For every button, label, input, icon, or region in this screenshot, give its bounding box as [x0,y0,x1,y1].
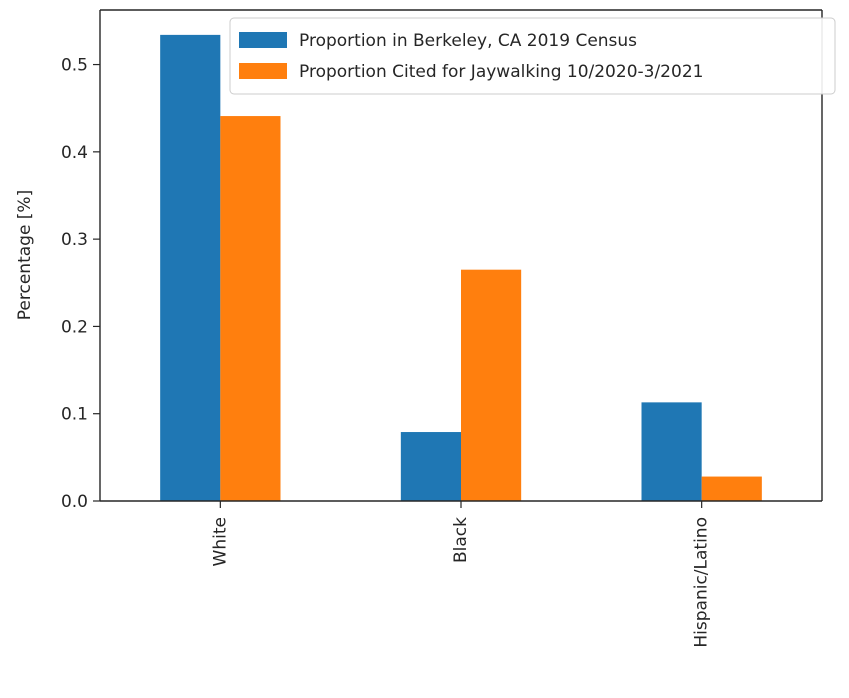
legend-swatch-series-2 [239,63,287,79]
y-axis-label: Percentage [%] [15,190,35,320]
x-tick-label: Hispanic/Latino [692,517,712,648]
legend: Proportion in Berkeley, CA 2019 Census Pr… [229,17,836,95]
bar-black-series-1 [400,432,461,501]
y-tick-label: 0.1 [61,405,88,425]
bar-black-series-2 [461,269,522,501]
y-tick-label: 0.2 [61,317,88,337]
legend-box [229,17,836,95]
plot-area [160,34,762,501]
bar-hispanic-latino-series-2 [701,476,762,501]
y-tick-label: 0.5 [61,56,88,76]
bar-hispanic-latino-series-1 [641,402,702,501]
y-tick-label: 0.4 [61,143,88,163]
legend-label-series-1: Proportion in Berkeley, CA 2019 Census [299,31,637,51]
legend-label-series-2: Proportion Cited for Jaywalking 10/2020-… [299,62,703,82]
x-tick-label: White [210,517,230,566]
bar-white-series-2 [220,116,281,501]
y-axis-label-group: Percentage [%] [15,190,35,320]
axis-ticks: 0.0 0.1 0.2 0.3 0.4 0.5 White Black Hispanic/Lat… [61,9,823,648]
y-tick-label: 0.0 [61,492,88,512]
legend-swatch-series-1 [239,32,287,48]
bar-white-series-1 [160,34,221,501]
x-tick-label: Black [451,517,471,563]
y-tick-label: 0.3 [61,230,88,250]
